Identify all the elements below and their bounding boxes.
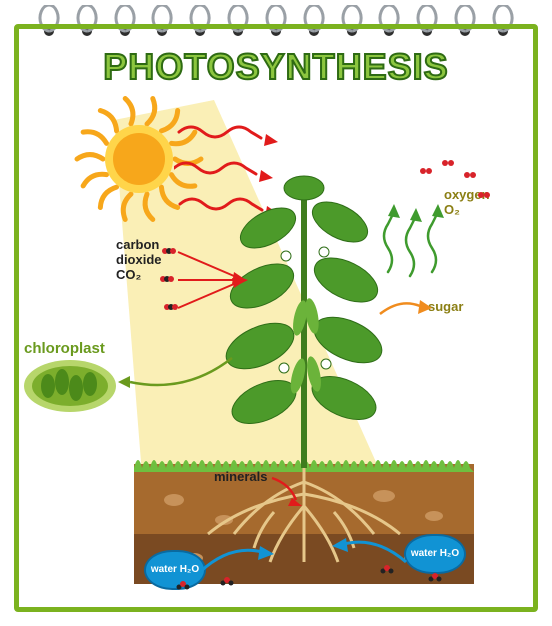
page-title: PHOTOSYNTHESIS <box>0 46 552 88</box>
o2-molecule-4 <box>478 190 490 200</box>
water-arrow-right <box>330 534 410 574</box>
co2-molecule-3 <box>164 302 178 312</box>
water-label-right: water H₂O <box>411 549 459 560</box>
co2-molecule-2 <box>160 274 174 284</box>
o2-molecule-3 <box>464 170 476 180</box>
mineral-arrow <box>268 474 308 508</box>
chloroplast-arrow <box>116 354 236 414</box>
label-carbon-dioxide: carbon dioxide CO₂ <box>116 238 162 283</box>
label-minerals: minerals <box>214 470 267 485</box>
notebook-page: PHOTOSYNTHESIS <box>0 0 552 626</box>
water-label-left: water H₂O <box>151 565 199 576</box>
sugar-arrow <box>376 294 436 324</box>
h2o-mol-2 <box>220 576 234 586</box>
diagram-stage: carbon dioxide CO₂ chloroplast <box>24 90 528 600</box>
chloroplast-icon <box>22 358 118 414</box>
co2-molecule-1 <box>162 246 176 256</box>
h2o-mol-3 <box>380 564 394 574</box>
o2-molecule-2 <box>442 158 454 168</box>
water-bubble-right: water H₂O <box>404 534 466 574</box>
co2-arrows <box>174 242 264 322</box>
o2-molecule-1 <box>420 166 432 176</box>
h2o-mol-4 <box>428 572 442 582</box>
label-chloroplast: chloroplast <box>24 340 105 357</box>
water-arrow-left <box>196 542 276 582</box>
oxygen-arrows <box>380 188 450 278</box>
h2o-mol-1 <box>176 580 190 590</box>
